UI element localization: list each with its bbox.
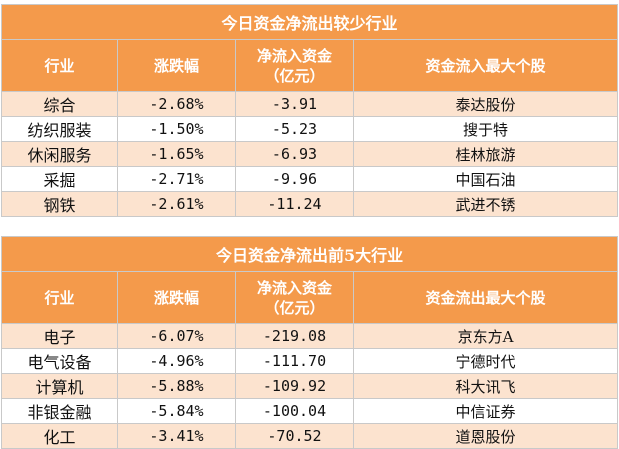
header-top-stock: 资金流入最大个股	[352, 39, 619, 92]
cell-industry: 电气设备	[1, 348, 118, 374]
table-row: 化工 -3.41% -70.52 道恩股份	[1, 423, 619, 449]
header-net-inflow: 净流入资金 （亿元）	[235, 271, 354, 324]
cell-top-stock: 中信证券	[352, 398, 619, 424]
net-outflow-smallest-table: 今日资金净流出较少行业 行业 涨跌幅 净流入资金 （亿元） 资金流入最大个股 综…	[0, 4, 619, 217]
table-row: 电子 -6.07% -219.08 京东方A	[1, 323, 619, 349]
cell-change: -4.96%	[117, 348, 236, 374]
header-top-stock: 资金流出最大个股	[352, 271, 619, 324]
table-row: 纺织服装 -1.50% -5.23 搜于特	[1, 116, 619, 142]
cell-top-stock: 中国石油	[352, 166, 619, 192]
cell-top-stock: 泰达股份	[352, 91, 619, 117]
header-change: 涨跌幅	[117, 39, 236, 92]
cell-top-stock: 桂林旅游	[352, 141, 619, 167]
cell-net-inflow: -9.96	[235, 166, 354, 192]
cell-top-stock: 搜于特	[352, 116, 619, 142]
header-change: 涨跌幅	[117, 271, 236, 324]
cell-net-inflow: -5.23	[235, 116, 354, 142]
cell-industry: 化工	[1, 423, 118, 449]
cell-change: -5.84%	[117, 398, 236, 424]
cell-net-inflow: -3.91	[235, 91, 354, 117]
cell-net-inflow: -11.24	[235, 191, 354, 217]
cell-top-stock: 道恩股份	[352, 423, 619, 449]
table-row: 采掘 -2.71% -9.96 中国石油	[1, 166, 619, 192]
table-row: 钢铁 -2.61% -11.24 武进不锈	[1, 191, 619, 217]
table-row: 电气设备 -4.96% -111.70 宁德时代	[1, 348, 619, 374]
cell-top-stock: 科大讯飞	[352, 373, 619, 399]
cell-industry: 采掘	[1, 166, 118, 192]
table-row: 计算机 -5.88% -109.92 科大讯飞	[1, 373, 619, 399]
cell-change: -2.68%	[117, 91, 236, 117]
cell-industry: 休闲服务	[1, 141, 118, 167]
cell-net-inflow: -109.92	[235, 373, 354, 399]
cell-change: -5.88%	[117, 373, 236, 399]
cell-net-inflow: -70.52	[235, 423, 354, 449]
cell-top-stock: 武进不锈	[352, 191, 619, 217]
header-industry: 行业	[1, 39, 118, 92]
cell-net-inflow: -111.70	[235, 348, 354, 374]
cell-industry: 电子	[1, 323, 118, 349]
cell-top-stock: 京东方A	[352, 323, 619, 349]
cell-industry: 纺织服装	[1, 116, 118, 142]
table-row: 休闲服务 -1.65% -6.93 桂林旅游	[1, 141, 619, 167]
cell-industry: 钢铁	[1, 191, 118, 217]
cell-industry: 综合	[1, 91, 118, 117]
table-row: 综合 -2.68% -3.91 泰达股份	[1, 91, 619, 117]
cell-industry: 计算机	[1, 373, 118, 399]
cell-change: -1.65%	[117, 141, 236, 167]
table-title: 今日资金净流出前5大行业	[0, 236, 619, 272]
cell-top-stock: 宁德时代	[352, 348, 619, 374]
cell-change: -2.71%	[117, 166, 236, 192]
table-row: 非银金融 -5.84% -100.04 中信证券	[1, 398, 619, 424]
cell-change: -1.50%	[117, 116, 236, 142]
cell-change: -3.41%	[117, 423, 236, 449]
cell-net-inflow: -6.93	[235, 141, 354, 167]
cell-net-inflow: -100.04	[235, 398, 354, 424]
cell-industry: 非银金融	[1, 398, 118, 424]
header-net-inflow: 净流入资金 （亿元）	[235, 39, 354, 92]
cell-change: -6.07%	[117, 323, 236, 349]
cell-change: -2.61%	[117, 191, 236, 217]
cell-net-inflow: -219.08	[235, 323, 354, 349]
header-industry: 行业	[1, 271, 118, 324]
net-outflow-top5-table: 今日资金净流出前5大行业 行业 涨跌幅 净流入资金 （亿元） 资金流出最大个股 …	[0, 236, 619, 449]
table-title: 今日资金净流出较少行业	[0, 4, 619, 40]
